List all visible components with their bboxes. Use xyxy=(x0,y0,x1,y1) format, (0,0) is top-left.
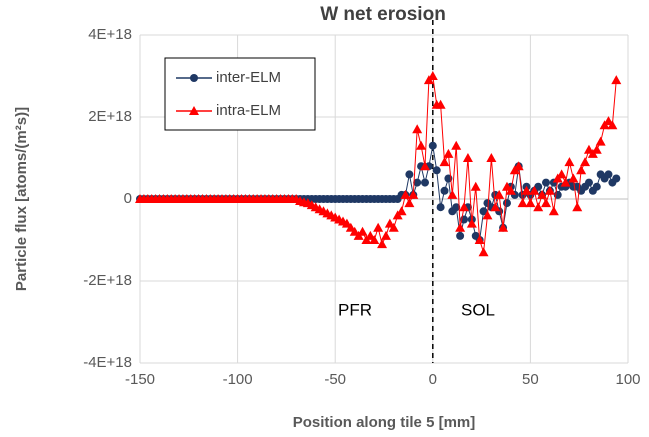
marker xyxy=(408,189,419,199)
marker xyxy=(592,182,601,191)
marker xyxy=(513,161,524,171)
marker xyxy=(580,157,591,167)
marker xyxy=(478,247,489,257)
marker xyxy=(432,166,441,175)
marker xyxy=(427,71,438,80)
y-tick-label: 2E+18 xyxy=(88,108,132,125)
marker xyxy=(482,210,493,220)
marker xyxy=(529,185,540,195)
marker xyxy=(595,136,606,146)
marker xyxy=(400,189,411,199)
marker xyxy=(439,157,450,167)
legend-marker xyxy=(190,74,198,82)
marker xyxy=(544,185,555,195)
marker xyxy=(584,178,593,187)
marker xyxy=(560,177,571,187)
marker xyxy=(533,202,544,212)
marker xyxy=(541,198,552,208)
x-tick-label: -50 xyxy=(324,371,346,388)
marker xyxy=(548,206,559,216)
marker xyxy=(373,222,384,232)
marker xyxy=(556,169,567,179)
marker xyxy=(521,185,532,195)
marker xyxy=(413,178,422,187)
marker xyxy=(377,239,388,249)
marker xyxy=(494,189,505,199)
marker xyxy=(534,182,543,191)
legend-label: inter-ELM xyxy=(216,69,281,86)
marker xyxy=(474,235,485,244)
marker xyxy=(440,186,449,195)
marker xyxy=(576,165,587,175)
y-axis-label: Particle flux [atoms/(m²s)] xyxy=(13,107,30,291)
marker xyxy=(388,222,399,232)
marker xyxy=(419,161,430,171)
legend-label: intra-ELM xyxy=(216,102,281,119)
annotation: SOL xyxy=(461,300,495,319)
legend: inter-ELM intra-ELM xyxy=(164,57,316,131)
marker xyxy=(443,148,454,158)
y-tick-label: -2E+18 xyxy=(83,272,132,289)
marker xyxy=(611,75,622,85)
marker xyxy=(455,222,466,232)
marker xyxy=(435,99,446,109)
marker xyxy=(447,189,458,199)
marker xyxy=(542,178,551,187)
legend-box xyxy=(164,57,316,131)
marker xyxy=(470,181,481,191)
marker xyxy=(604,170,613,179)
marker xyxy=(486,153,497,162)
marker xyxy=(396,206,407,216)
marker xyxy=(451,140,462,150)
marker xyxy=(591,144,602,154)
marker xyxy=(357,226,368,236)
marker xyxy=(404,198,415,208)
x-tick-label: 100 xyxy=(615,371,640,388)
chart-title: W net erosion xyxy=(320,4,446,25)
y-tick-label: -4E+18 xyxy=(83,354,132,371)
x-tick-label: 0 xyxy=(429,371,437,388)
marker xyxy=(490,202,501,212)
marker xyxy=(505,185,516,195)
marker xyxy=(412,124,423,134)
x-tick-label: -150 xyxy=(125,371,155,388)
marker xyxy=(612,174,621,183)
marker xyxy=(517,198,528,208)
marker xyxy=(452,203,461,212)
marker xyxy=(466,218,477,228)
marker xyxy=(436,203,445,212)
x-axis-label: Position along tile 5 [mm] xyxy=(293,414,476,431)
marker xyxy=(537,189,548,199)
marker xyxy=(428,141,437,150)
marker xyxy=(420,178,429,187)
x-tick-label: 50 xyxy=(522,371,539,388)
marker xyxy=(405,170,414,179)
legend-marker xyxy=(189,106,199,115)
marker xyxy=(459,202,470,212)
marker xyxy=(502,199,511,208)
marker xyxy=(416,140,427,150)
marker xyxy=(607,120,618,130)
annotation: PFR xyxy=(338,300,372,319)
marker xyxy=(369,235,380,244)
y-tick-label: 4E+18 xyxy=(88,26,132,43)
marker xyxy=(564,157,575,167)
marker xyxy=(380,230,391,240)
y-tick-label: 0 xyxy=(124,190,132,207)
marker xyxy=(456,231,465,240)
marker xyxy=(553,190,562,199)
marker xyxy=(568,173,579,183)
marker xyxy=(525,198,536,208)
marker xyxy=(572,202,583,212)
marker xyxy=(462,153,473,162)
marker xyxy=(498,222,509,232)
x-tick-label: -100 xyxy=(223,371,253,388)
marker xyxy=(479,207,488,216)
